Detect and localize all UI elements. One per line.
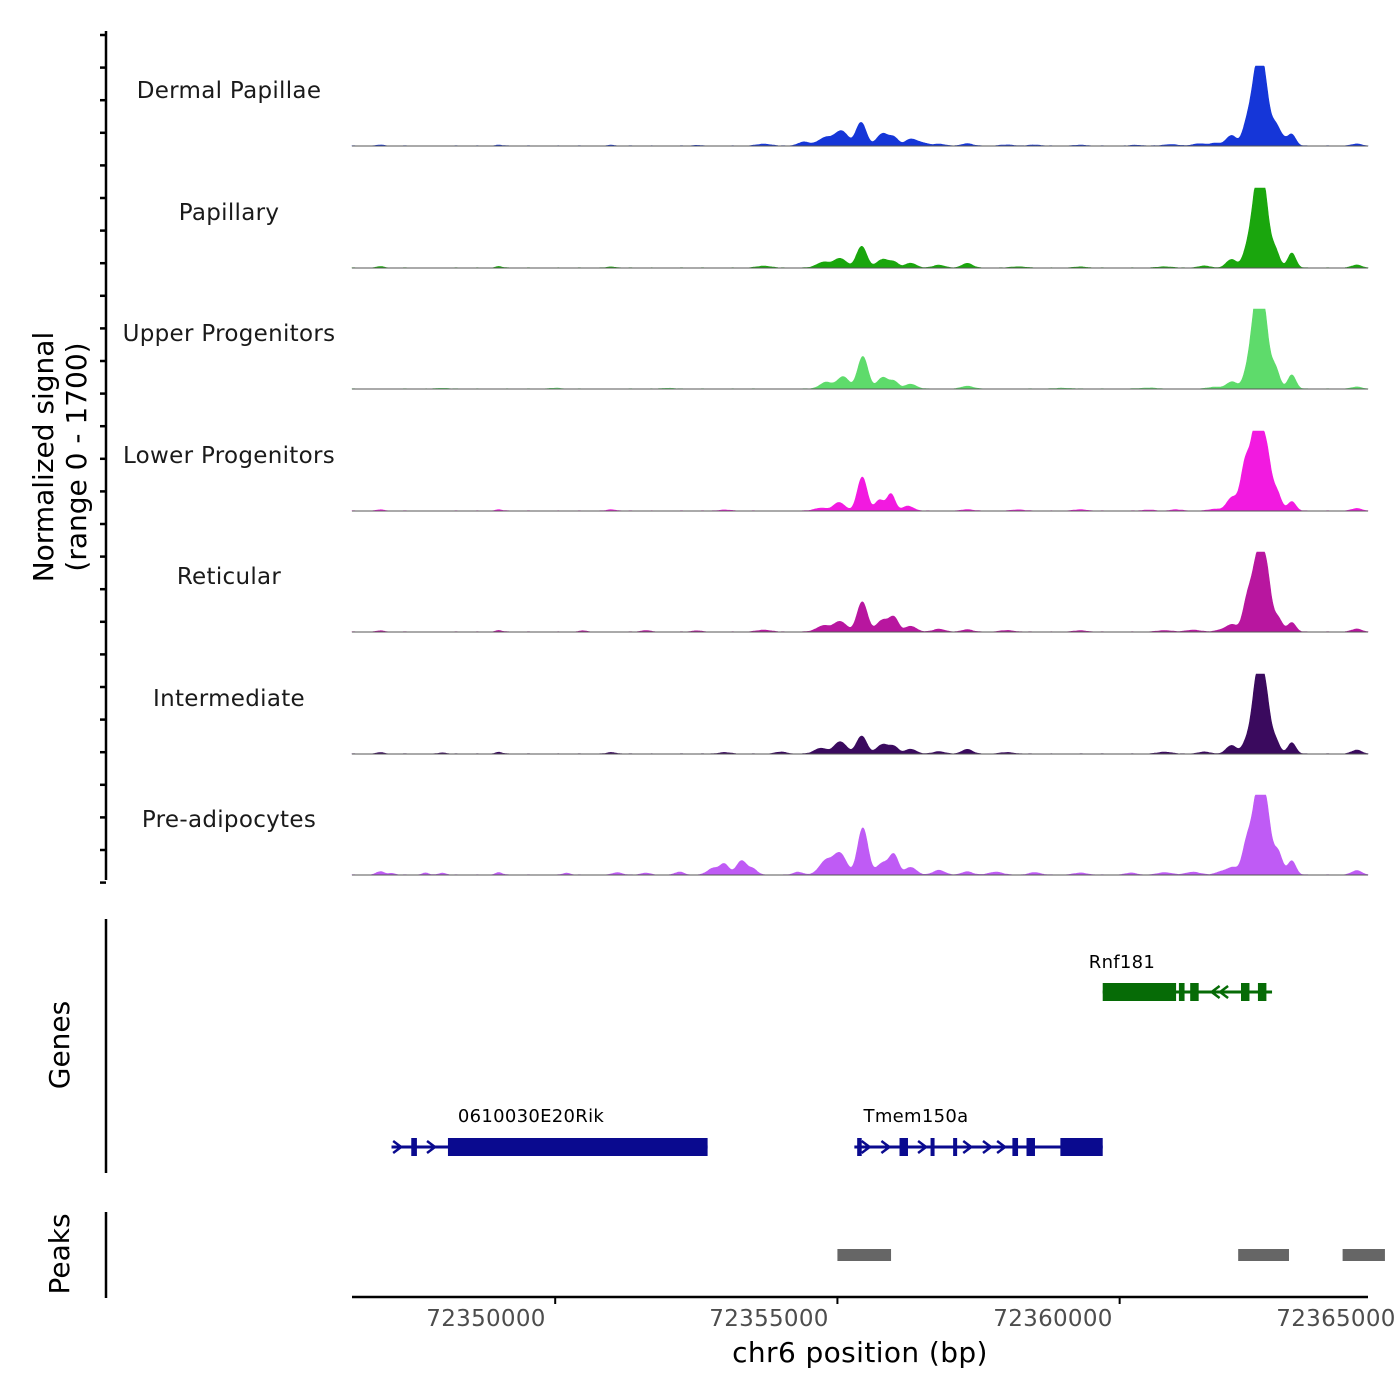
peak-region: [1342, 1249, 1385, 1261]
x-tick-label: 72350000: [426, 1306, 546, 1332]
gene-label-0610030e20rik: 0610030E20Rik: [457, 1106, 605, 1127]
y-axis-title: Normalized signal (range 0 - 1700): [27, 257, 93, 657]
track-label-dermal-papillae: Dermal Papillae: [136, 78, 322, 104]
track-label-lower-progenitors: Lower Progenitors: [122, 443, 336, 469]
track-label-intermediate: Intermediate: [153, 686, 305, 712]
gene-strand-arrow: [1217, 985, 1229, 999]
signal-track: [351, 308, 1369, 390]
gene-exon: [1012, 1138, 1019, 1156]
track-label-pre-adipocytes: Pre-adipocytes: [141, 807, 317, 833]
gene-exon: [1257, 983, 1267, 1001]
gene-exon: [1241, 983, 1250, 1001]
gene-exon: [953, 1138, 958, 1156]
gene-exon: [899, 1138, 908, 1156]
signal-track: [351, 430, 1369, 512]
signal-tracks: [351, 65, 1369, 876]
gene-exon: [1178, 983, 1185, 1001]
x-tick-label: 72365000: [1276, 1306, 1396, 1332]
signal-area: [351, 308, 1369, 390]
gene-model: [854, 1138, 1103, 1156]
gene-label-rnf181: Rnf181: [1088, 952, 1156, 973]
gene-exon: [1102, 983, 1177, 1001]
y-axis-title-line2: (range 0 - 1700): [60, 342, 93, 572]
signal-area: [351, 551, 1369, 633]
gene-strand-arrow: [982, 1140, 994, 1154]
signal-area: [351, 794, 1369, 876]
gene-strand-arrow: [426, 1140, 438, 1154]
gene-exon: [1060, 1138, 1103, 1156]
genes-track-label: Genes: [43, 1000, 76, 1090]
gene-model: [1102, 983, 1273, 1001]
axes: [100, 31, 1368, 1304]
peaks-track: [837, 1249, 1385, 1261]
gene-exon: [447, 1138, 708, 1156]
gene-strand-arrow: [996, 1140, 1008, 1154]
gene-exon: [930, 1138, 935, 1156]
signal-track: [351, 65, 1369, 147]
signal-track: [351, 794, 1369, 876]
peak-region: [837, 1249, 892, 1261]
y-axis-title-line1: Normalized signal: [27, 331, 60, 583]
gene-strand-arrow: [860, 1140, 872, 1154]
gene-exon: [1026, 1138, 1035, 1156]
track-label-papillary: Papillary: [178, 200, 280, 226]
signal-area: [351, 430, 1369, 512]
x-tick-label: 72360000: [993, 1306, 1113, 1332]
x-axis-title: chr6 position (bp): [732, 1336, 988, 1369]
signal-area: [351, 673, 1369, 755]
gene-exon: [1190, 983, 1199, 1001]
x-tick-label: 72355000: [709, 1306, 829, 1332]
track-label-reticular: Reticular: [176, 564, 282, 590]
gene-exon: [411, 1138, 417, 1156]
track-label-upper-progenitors: Upper Progenitors: [122, 321, 336, 347]
gene-strand-arrow: [392, 1140, 404, 1154]
peak-region: [1238, 1249, 1289, 1261]
signal-area: [351, 187, 1369, 269]
genes-track: [391, 983, 1273, 1156]
signal-track: [351, 551, 1369, 633]
peaks-track-label: Peaks: [43, 1213, 76, 1295]
gene-exon: [857, 1138, 862, 1156]
signal-track: [351, 673, 1369, 755]
gene-label-tmem150a: Tmem150a: [863, 1106, 969, 1127]
signal-area: [351, 65, 1369, 147]
signal-track: [351, 187, 1369, 269]
gene-model: [391, 1138, 708, 1156]
gene-strand-arrow: [917, 1140, 929, 1154]
gene-strand-arrow: [1209, 985, 1221, 999]
gene-strand-arrow: [962, 1140, 974, 1154]
gene-strand-arrow: [880, 1140, 892, 1154]
